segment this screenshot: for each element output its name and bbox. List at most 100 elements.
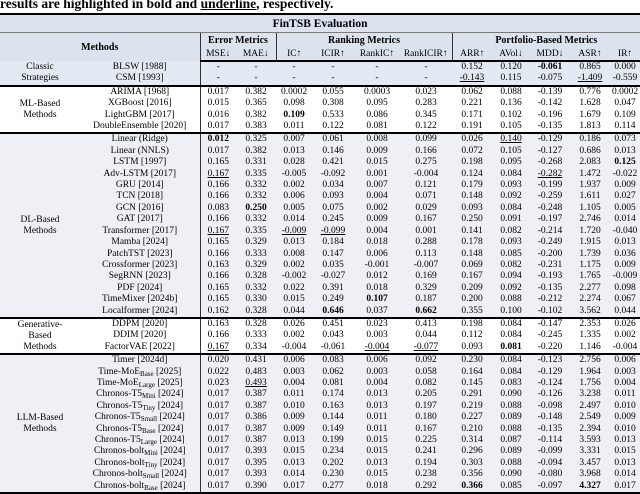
method-name: DoubleEnsemble [2020]: [80, 121, 201, 134]
table-row: LightGBM [2017] 0.016 0.382 0.109 0.533 0.086…: [0, 109, 640, 122]
value-cell: 0.006: [610, 353, 640, 367]
value-cell: 0.081: [366, 121, 388, 132]
table-row: Chronos-boltMini [2024] 0.017 0.393 0.015 0.…: [0, 446, 640, 458]
value-cell: -: [276, 61, 312, 74]
value-cell: -0.092: [312, 168, 354, 181]
value-cell: 0.167: [400, 423, 452, 435]
value-cell: 0.090: [492, 469, 530, 481]
col-header-icir: ICIR↑: [312, 47, 354, 62]
value-cell: -0.097: [530, 480, 570, 494]
value-cell: 0.009: [610, 259, 640, 272]
value-cell: 0.329: [236, 237, 276, 249]
value-cell: 0.017: [200, 400, 236, 413]
value-cell: 2.549: [570, 412, 610, 424]
method-name: Chronos-T5Tiny [2024]: [80, 400, 201, 413]
value-cell: 0.166: [200, 191, 236, 203]
value-cell: 0.383: [245, 121, 267, 132]
col-header-rankicir: RankICIR↑: [400, 47, 452, 62]
value-cell: 0.093: [492, 180, 530, 192]
method-name: LightGBM [2017]: [80, 109, 201, 122]
value-cell: 0.001: [354, 168, 400, 181]
value-cell: 0.332: [236, 180, 276, 192]
method-name: TimeMixer [2024b]: [80, 294, 201, 306]
method-name: Chronos-T5Mini [2024]: [80, 389, 201, 401]
value-cell: 0.356: [452, 469, 492, 481]
value-cell: -: [400, 61, 452, 74]
value-cell: 0.092: [492, 191, 530, 203]
value-cell: -0.080: [530, 469, 570, 481]
table-row: Mamba [2024] 0.165 0.329 0.013 0.184 0.018 0.2…: [0, 237, 640, 249]
table-row: DL-Based Methods Linear (Ridge) 0.012 0.325…: [0, 132, 640, 318]
value-cell: -0.135: [530, 282, 570, 295]
value-cell: 0.084: [492, 366, 530, 378]
value-cell: 1.915: [570, 237, 610, 249]
table-row: ML-Based Methods ARIMA [1968] 0.017 0.382 0.…: [0, 84, 640, 134]
value-cell: 0.095: [492, 157, 530, 169]
method-name: LSTM [1997]: [80, 157, 201, 169]
col-header-rankic: RankIC↑: [354, 47, 400, 62]
value-cell: 0.062: [452, 84, 492, 99]
table-row: Chronos-boltTiny [2024] 0.017 0.395 0.013 0.…: [0, 457, 640, 470]
value-cell: 0.084: [500, 330, 522, 341]
value-cell: 0.121: [400, 180, 452, 192]
value-cell: 0.387: [236, 435, 276, 447]
value-cell: 0.005: [610, 202, 640, 215]
method-name: GCN [2016]: [80, 202, 201, 215]
method-name: Time-MoEBase [2025]: [80, 366, 201, 378]
value-cell: 0.219: [452, 400, 492, 413]
value-cell: 0.015: [354, 469, 400, 481]
value-cell: 0.314: [452, 435, 492, 447]
value-cell: 0.144: [312, 412, 354, 424]
value-cell: -: [354, 61, 400, 74]
value-cell: 0.776: [570, 84, 610, 99]
table-row: TCN [2018] 0.166 0.332 0.006 0.093 0.004 0.071…: [0, 191, 640, 203]
value-cell: 0.082: [492, 259, 530, 272]
method-name: SegRNN [2023]: [80, 271, 201, 283]
value-cell: -0.061: [320, 341, 346, 352]
value-cell: 0.165: [200, 237, 236, 249]
value-cell: 0.234: [312, 446, 354, 458]
value-cell: 0.333: [245, 330, 267, 341]
col-header-ir: IR↑: [610, 47, 640, 62]
value-cell: 0.022: [200, 366, 236, 378]
table-row: Classic Strategies BLSW [1988] - - - - - -0.152…: [0, 61, 640, 86]
value-cell: 0.148: [452, 191, 492, 203]
value-cell: 0.002: [276, 180, 312, 192]
table-row: Adv-LSTM [2017] 0.167 0.335 -0.005 -0.092 0.0…: [0, 168, 640, 181]
value-cell: 0.099: [400, 132, 452, 146]
table-row: Chronos-T5Large [2024] 0.017 0.387 0.013 0.1…: [0, 435, 640, 447]
value-cell: -0.127: [530, 145, 570, 158]
section-label: Classic Strategies: [0, 61, 80, 86]
value-cell: 0.345: [415, 109, 437, 120]
value-cell: 0.165: [200, 294, 236, 306]
value-cell: 0.167: [452, 271, 492, 283]
value-cell: 0.081: [500, 341, 522, 352]
value-cell: 0.166: [400, 145, 452, 158]
value-cell: 0.004: [354, 225, 400, 238]
value-cell: 0.328: [236, 305, 276, 318]
value-cell: 0.152: [452, 61, 492, 74]
value-cell: 0.169: [400, 271, 452, 283]
value-cell: 0.000: [610, 61, 640, 74]
value-cell: 0.009: [276, 423, 312, 435]
value-cell: -: [200, 73, 236, 86]
value-cell: 0.013: [610, 237, 640, 249]
table-row: CSM [1993] - - - - - - -0.143 0.115 -0.075 -1.409-…: [0, 73, 640, 86]
value-cell: 0.014: [276, 469, 312, 481]
col-group-portfolio-metrics: Portfolio-Based Metrics: [451, 32, 640, 47]
value-cell: 0.023: [200, 377, 236, 390]
value-cell: 0.093: [452, 202, 492, 215]
value-cell: 0.013: [354, 457, 400, 470]
value-cell: 0.012: [200, 132, 236, 146]
value-cell: 0.002: [283, 330, 305, 341]
method-name: Time-MoELarge [2025]: [80, 377, 201, 390]
table-row: Chronos-boltBase [2024] 0.017 0.390 0.017 0.…: [0, 480, 640, 494]
value-cell: 0.390: [236, 480, 276, 494]
value-cell: 0.084: [492, 316, 530, 331]
column-group-header-row: Methods Error Metrics Ranking Metrics Po…: [0, 32, 640, 61]
value-cell: 0.001: [400, 225, 452, 238]
method-name: Transformer [2017]: [80, 225, 201, 238]
value-cell: -0.245: [537, 330, 563, 341]
value-cell: 0.018: [354, 237, 400, 249]
value-cell: 0.100: [492, 305, 530, 318]
